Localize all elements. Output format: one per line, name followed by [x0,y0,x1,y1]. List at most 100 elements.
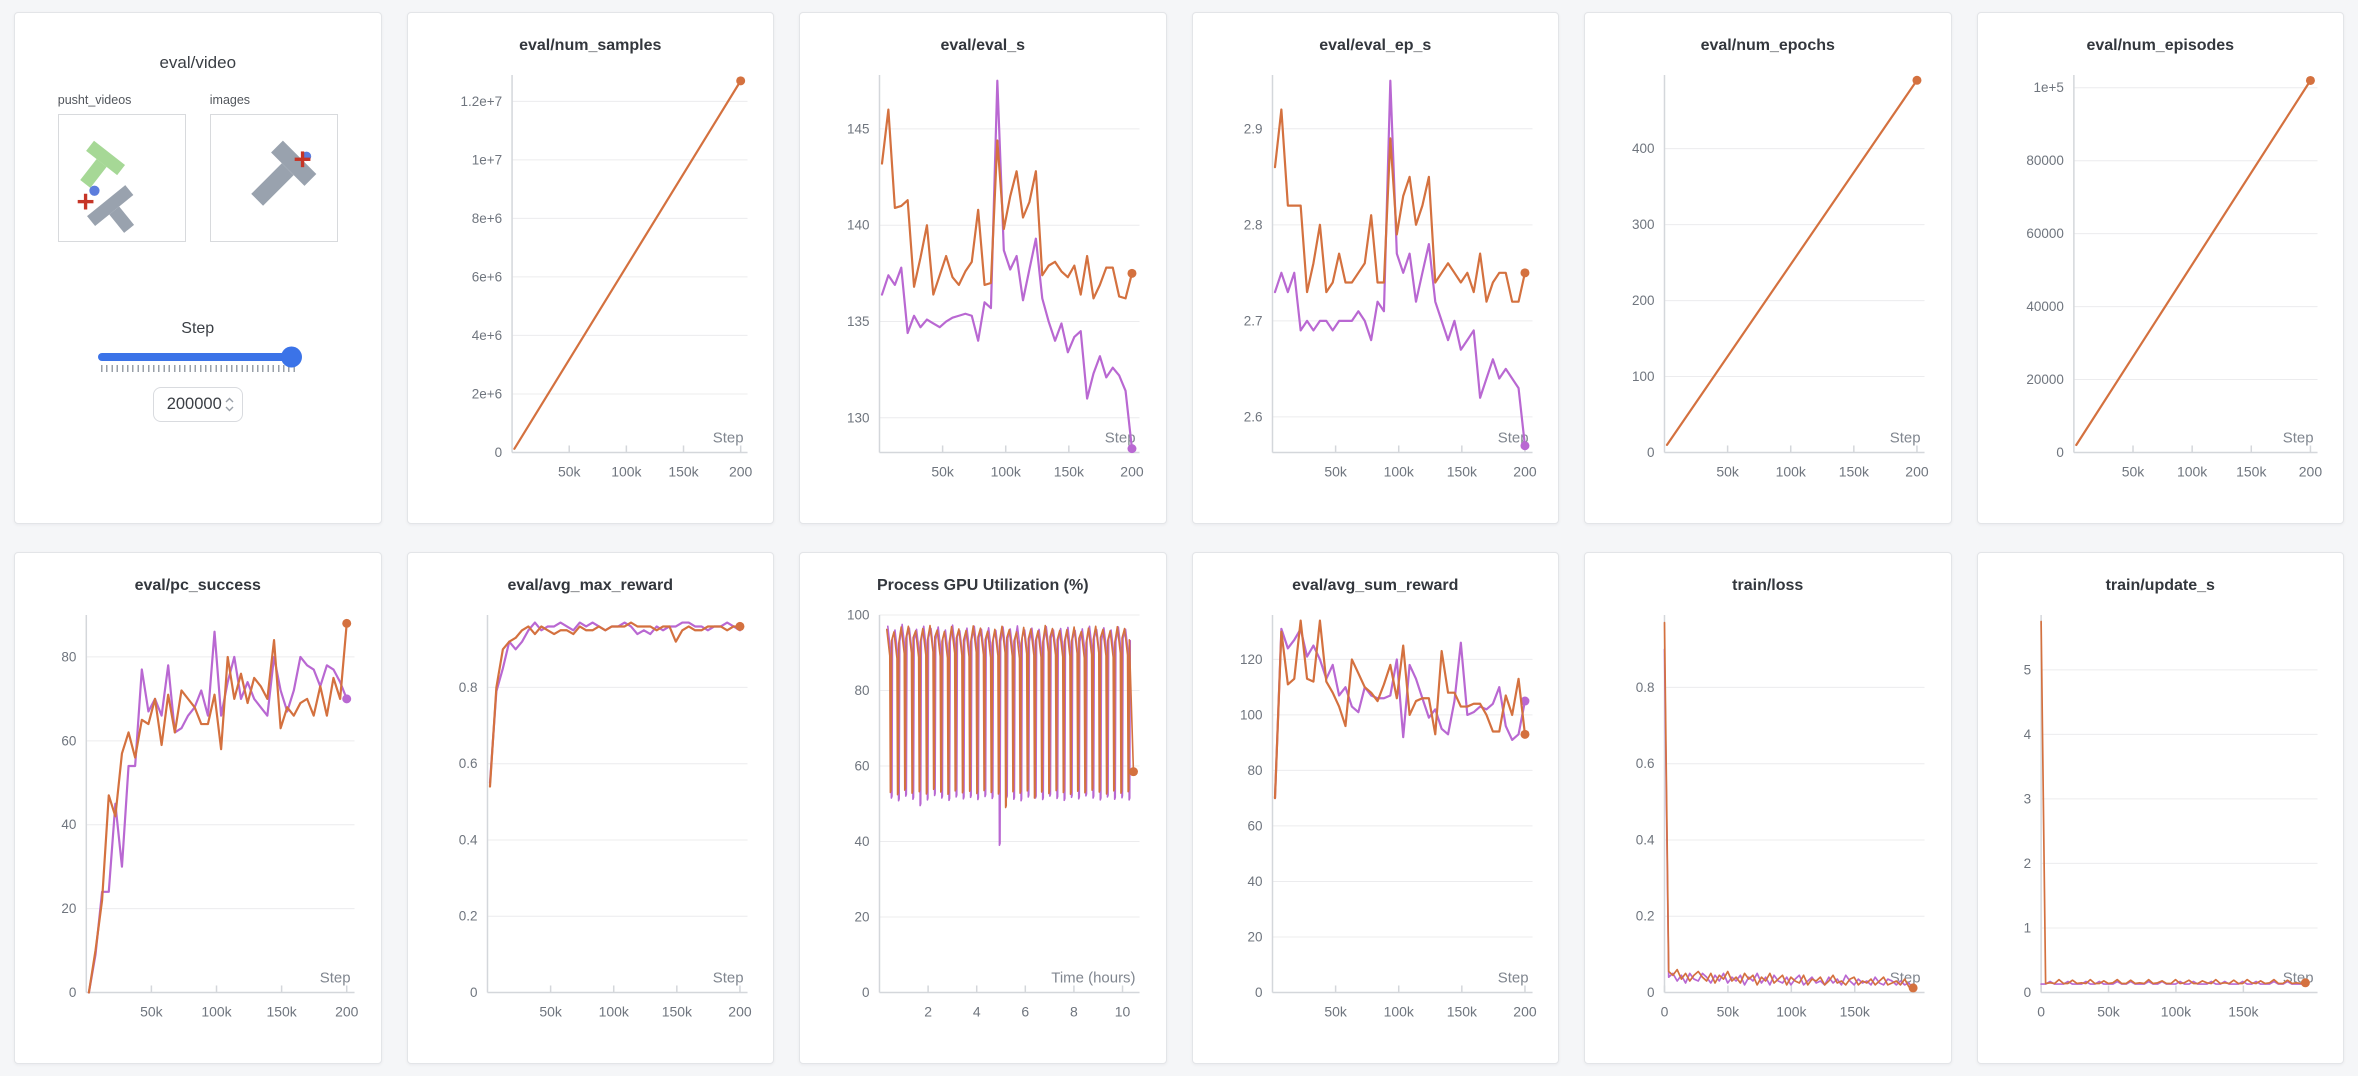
chart-title: eval/avg_max_reward [507,577,673,594]
series-line-run-orange [2039,620,2306,985]
chevron-down-icon[interactable] [225,405,234,412]
y-tick-label: 2 [2023,856,2031,871]
y-tick-label: 1.2e+7 [460,94,502,109]
panel-eval-avg-sum-reward: eval/avg_sum_reward 0 20 40 60 80 100 120 50k 100… [1191,552,1559,1064]
series-line-run-orange [512,79,742,450]
process-gpu-utilization-chart[interactable]: 0 20 40 60 80 100 2 4 6 8 10 Time (hours) [800,605,1166,1038]
x-axis-title: Step [1497,969,1528,986]
series-end-marker-run-orange [1908,983,1918,993]
y-tick-label: 6e+6 [471,269,501,284]
agent-dot [89,185,100,196]
step-slider[interactable] [97,346,302,372]
panel-eval-num-episodes: eval/num_episodes 0 20000 40000 60000 80000 1e… [1976,12,2344,524]
y-tick-label: 3 [2023,791,2031,806]
y-tick-label: 40 [61,817,76,832]
series-line-run-orange [880,108,1134,300]
eval-avg-sum-reward-chart[interactable]: 0 20 40 60 80 100 120 50k 100k 150k 200 Step [1193,605,1559,1038]
series-end-marker-run-purple [1519,441,1529,451]
y-tick-label: 2.8 [1243,217,1262,232]
y-tick-label: 40 [855,834,870,849]
x-tick-label: 100k [1776,1003,1806,1019]
y-tick-label: 20000 [2026,372,2063,387]
step-spinner[interactable] [225,397,234,412]
x-tick-label: 200 [1905,463,1929,479]
y-tick-label: 40 [1247,874,1262,889]
y-tick-label: 0.4 [1636,832,1655,847]
x-tick-label: 150k [2228,1003,2258,1019]
series-end-marker-run-purple [1519,696,1529,706]
eval-num-episodes-chart[interactable]: 0 20000 40000 60000 80000 1e+5 50k 100k 150k 200 S… [1978,65,2344,498]
x-tick-label: 200 [1513,463,1537,479]
eval-pc-success-chart[interactable]: 0 20 40 60 80 50k 100k 150k 200 Step [15,605,381,1038]
step-input-wrap [152,387,243,422]
chart-title: eval/pc_success [134,577,261,594]
y-tick-label: 0.4 [458,832,477,847]
y-tick-label: 0 [494,445,502,460]
x-tick-label: 6 [1021,1003,1029,1019]
series-line-run-orange [1665,79,1919,446]
chart-title: eval/eval_s [940,37,1026,54]
x-tick-label: 50k [539,1003,562,1019]
eval-eval-ep-s-chart[interactable]: 2.6 2.7 2.8 2.9 50k 100k 150k 200 Step [1193,65,1559,498]
y-tick-label: 80 [855,683,870,698]
y-tick-label: 2.6 [1243,409,1262,424]
chart-title: train/update_s [2105,577,2215,594]
y-tick-label: 200 [1632,293,1654,308]
step-slider-thumb[interactable] [280,346,302,368]
y-tick-label: 0 [470,985,478,1000]
series-end-marker-run-orange [2305,75,2315,85]
y-tick-label: 100 [847,607,869,622]
series-end-marker-run-orange [735,76,745,86]
y-tick-label: 120 [1240,652,1262,667]
x-tick-label: 150k [1839,463,1869,479]
eval-avg-max-reward-chart[interactable]: 0 0.2 0.4 0.6 0.8 50k 100k 150k 200 Step [408,605,774,1038]
series-line-run-orange [885,624,1135,809]
y-tick-label: 60000 [2026,226,2063,241]
series-end-marker-run-orange [1519,268,1529,278]
pusht-video-thumbnail[interactable] [57,114,186,242]
y-tick-label: 1e+7 [471,152,501,167]
y-tick-label: 60 [855,758,870,773]
panel-eval-num-epochs: eval/num_epochs 0 100 200 300 400 50k 100k 150k 2… [1584,12,1952,524]
eval-eval-s-chart[interactable]: 130 135 140 145 50k 100k 150k 200 Step [800,65,1166,498]
images-thumbnail[interactable] [209,114,338,242]
y-tick-label: 1 [2023,920,2031,935]
x-tick-label: 50k [557,463,580,479]
chart-title: train/loss [1732,577,1804,594]
panel-process-gpu-utilization: Process GPU Utilization (%) 0 20 40 60 80 100 2… [799,552,1167,1064]
x-tick-label: 100k [1383,463,1413,479]
step-slider-label: Step [181,320,215,337]
x-tick-label: 150k [1054,463,1084,479]
series-line-run-purple [87,630,348,994]
series-line-run-purple [1663,648,1914,990]
series-line-run-orange [1273,108,1526,303]
y-tick-label: 100 [1632,369,1654,384]
eval-num-epochs-chart[interactable]: 0 100 200 300 400 50k 100k 150k 200 Step [1585,65,1951,498]
y-tick-label: 140 [847,218,869,233]
panel-train-update-s: train/update_s 0 1 2 3 4 5 0 50k 100k 150k Step [1976,552,2344,1064]
chart-title: eval/avg_sum_reward [1292,577,1459,594]
x-axis-title: Step [2282,429,2313,446]
x-tick-label: 100k [991,463,1021,479]
x-tick-label: 100k [1776,463,1806,479]
series-end-marker-run-orange [342,618,352,628]
y-tick-label: 4e+6 [471,328,501,343]
panel-eval-avg-max-reward: eval/avg_max_reward 0 0.2 0.4 0.6 0.8 50k 100k 1… [406,552,774,1064]
step-slider-ticks [100,365,295,372]
y-tick-label: 2e+6 [471,386,501,401]
step-control: Step [15,320,381,422]
chevron-up-icon[interactable] [225,397,234,404]
y-tick-label: 2.9 [1243,121,1262,136]
step-value-input[interactable] [161,395,222,414]
x-tick-label: 100k [611,463,641,479]
eval-num-samples-chart[interactable]: 0 2e+6 4e+6 6e+6 8e+6 1e+7 1.2e+7 50k 100k 150k 20… [408,65,774,498]
step-slider-track[interactable] [97,346,302,368]
y-tick-label: 0.6 [1636,756,1655,771]
media-caption-pusht-videos: pusht_videos [57,93,132,107]
y-tick-label: 4 [2023,727,2031,742]
x-tick-label: 10 [1115,1003,1131,1019]
y-tick-label: 1e+5 [2033,80,2063,95]
y-tick-label: 0.8 [1636,680,1655,695]
